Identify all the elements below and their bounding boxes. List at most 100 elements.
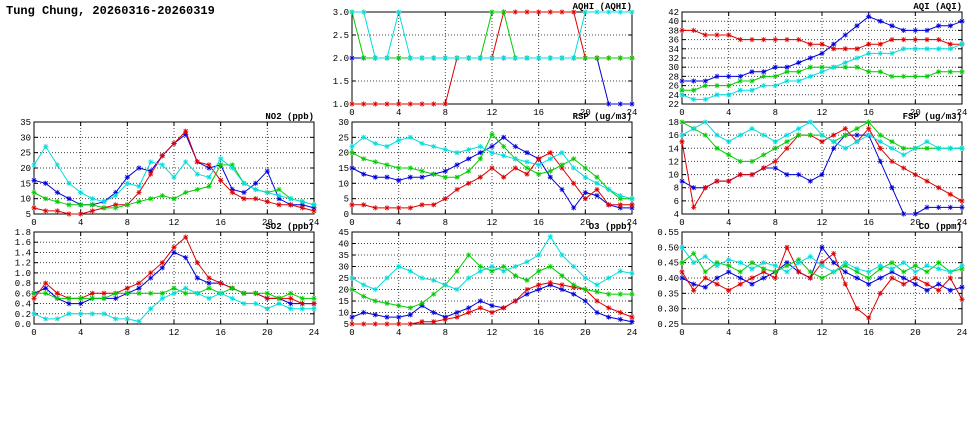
y-tick-label: 16	[668, 131, 679, 141]
chart-aqhi: 3.0 2.5 2.0 1.5 1.0 0 4 8 12 16 20 24 AQHI (AQHI)	[318, 0, 640, 122]
x-tick-label: 24	[309, 218, 320, 228]
chart-canvas-no2: 35 30 25 20 15 10 50 4 8 12 16 20 24 NO2 (ppb)	[20, 112, 320, 228]
chart-title-aqi: AQI (AQI)	[913, 2, 962, 12]
chart-title-no2: NO2 (ppb)	[265, 112, 314, 122]
x-tick-label: 20	[580, 328, 591, 338]
y-tick-label: 0.4	[15, 300, 31, 310]
page-title: Tung Chung, 20260316-20260319	[6, 4, 215, 18]
x-tick-label: 16	[863, 218, 874, 228]
x-tick-label: 12	[817, 328, 828, 338]
x-tick-label: 20	[580, 108, 591, 118]
x-tick-label: 0	[679, 218, 684, 228]
x-tick-label: 20	[262, 218, 273, 228]
x-tick-label: 20	[262, 328, 273, 338]
y-tick-label: 30	[338, 118, 349, 128]
x-tick-label: 0	[679, 108, 684, 118]
y-tick-label: 30	[20, 133, 31, 143]
chart-title-o3: O3 (ppb)	[589, 222, 632, 232]
x-tick-label: 20	[910, 108, 921, 118]
x-tick-label: 8	[773, 328, 778, 338]
x-tick-label: 8	[125, 218, 130, 228]
x-tick-label: 24	[627, 328, 638, 338]
x-tick-label: 12	[169, 218, 180, 228]
y-tick-label: 28	[668, 72, 679, 82]
series-markers-cyan	[349, 234, 635, 293]
y-tick-label: 22	[668, 100, 679, 110]
x-tick-label: 24	[957, 328, 968, 338]
y-tick-label: 6	[674, 197, 679, 207]
y-tick-label: 10	[338, 179, 349, 189]
y-tick-label: 3.0	[333, 8, 349, 18]
y-tick-label: 2.0	[333, 54, 349, 64]
x-tick-label: 20	[910, 218, 921, 228]
y-tick-label: 0.8	[15, 279, 31, 289]
series-markers-cyan	[349, 9, 635, 61]
chart-title-fsp: FSP (ug/m3)	[903, 112, 962, 122]
y-tick-label: 15	[20, 179, 31, 189]
y-tick-label: 36	[668, 36, 679, 46]
chart-aqi: 42 40 38 36 34 32 30 28 26 24 22 0 4 8 12 16 20 24 AQI (AQ…	[648, 0, 970, 122]
x-tick-label: 16	[863, 108, 874, 118]
x-tick-label: 24	[627, 218, 638, 228]
x-tick-label: 4	[396, 218, 401, 228]
y-tick-label: 30	[338, 263, 349, 273]
y-tick-label: 38	[668, 26, 679, 36]
y-tick-label: 1.4	[15, 248, 31, 258]
series-markers-cyan	[679, 119, 965, 158]
y-tick-label: 0.0	[15, 320, 31, 330]
y-tick-label: 14	[668, 144, 679, 154]
x-tick-label: 16	[533, 218, 544, 228]
y-tick-label: 42	[668, 8, 679, 18]
y-tick-label: 5	[26, 210, 31, 220]
y-tick-label: 8	[674, 184, 679, 194]
series-markers-cyan	[31, 143, 317, 208]
x-tick-label: 4	[726, 218, 731, 228]
x-tick-label: 0	[679, 328, 684, 338]
chart-fsp: 18 16 14 12 10 8 6 4 0 4 8 12 16 20 24 FSP (ug/m3)	[648, 110, 970, 232]
chart-canvas-so2: 1.81.61.41.21.00.80.60.40.20.00 4 8 12 16 20 2…	[15, 222, 320, 338]
x-tick-label: 0	[349, 328, 354, 338]
series-line-green	[33, 164, 315, 209]
series-markers-red	[679, 244, 965, 321]
y-tick-label: 0.40	[657, 274, 679, 284]
x-tick-label: 20	[910, 328, 921, 338]
y-tick-label: 10	[338, 309, 349, 319]
y-tick-label: 1.0	[15, 269, 31, 279]
series-markers-cyan	[679, 41, 965, 102]
chart-co: 0.55 0.50 0.45 0.40 0.35 0.30 0.25 0 4 8 12 16 20 24 C…	[648, 220, 970, 342]
y-tick-label: 10	[20, 195, 31, 205]
x-tick-label: 8	[443, 328, 448, 338]
y-tick-label: 20	[338, 149, 349, 159]
y-tick-label: 32	[668, 54, 679, 64]
y-tick-label: 0	[344, 210, 349, 220]
x-tick-label: 12	[817, 218, 828, 228]
y-tick-label: 0.30	[657, 305, 679, 315]
y-tick-label: 2.5	[333, 31, 349, 41]
x-tick-label: 16	[215, 218, 226, 228]
x-tick-label: 12	[817, 108, 828, 118]
x-tick-label: 4	[396, 328, 401, 338]
y-tick-label: 0.50	[657, 243, 679, 253]
x-tick-label: 4	[78, 328, 83, 338]
x-tick-label: 4	[726, 108, 731, 118]
y-tick-label: 25	[338, 274, 349, 284]
y-tick-label: 0.45	[657, 259, 679, 269]
series-markers-cyan	[31, 285, 317, 324]
y-tick-label: 0.2	[15, 310, 31, 320]
y-tick-label: 10	[668, 171, 679, 181]
chart-title-aqhi: AQHI (AQHI)	[573, 2, 632, 12]
series-markers-blue	[679, 14, 965, 84]
chart-canvas-co: 0.55 0.50 0.45 0.40 0.35 0.30 0.250 4 8 12 16 20 24 C…	[657, 222, 968, 338]
chart-canvas-rsp: 30 25 20 15 10 5 00 4 8 12 16 20 24 RSP (ug/m3)	[338, 112, 638, 228]
y-tick-label: 26	[668, 82, 679, 92]
y-tick-label: 5	[344, 320, 349, 330]
series-markers-cyan	[349, 134, 635, 202]
x-tick-label: 24	[957, 108, 968, 118]
y-tick-label: 1.5	[333, 77, 349, 87]
y-tick-label: 1.0	[333, 100, 349, 110]
x-tick-label: 16	[215, 328, 226, 338]
y-tick-label: 40	[338, 240, 349, 250]
x-tick-label: 0	[31, 218, 36, 228]
x-tick-label: 0	[349, 108, 354, 118]
